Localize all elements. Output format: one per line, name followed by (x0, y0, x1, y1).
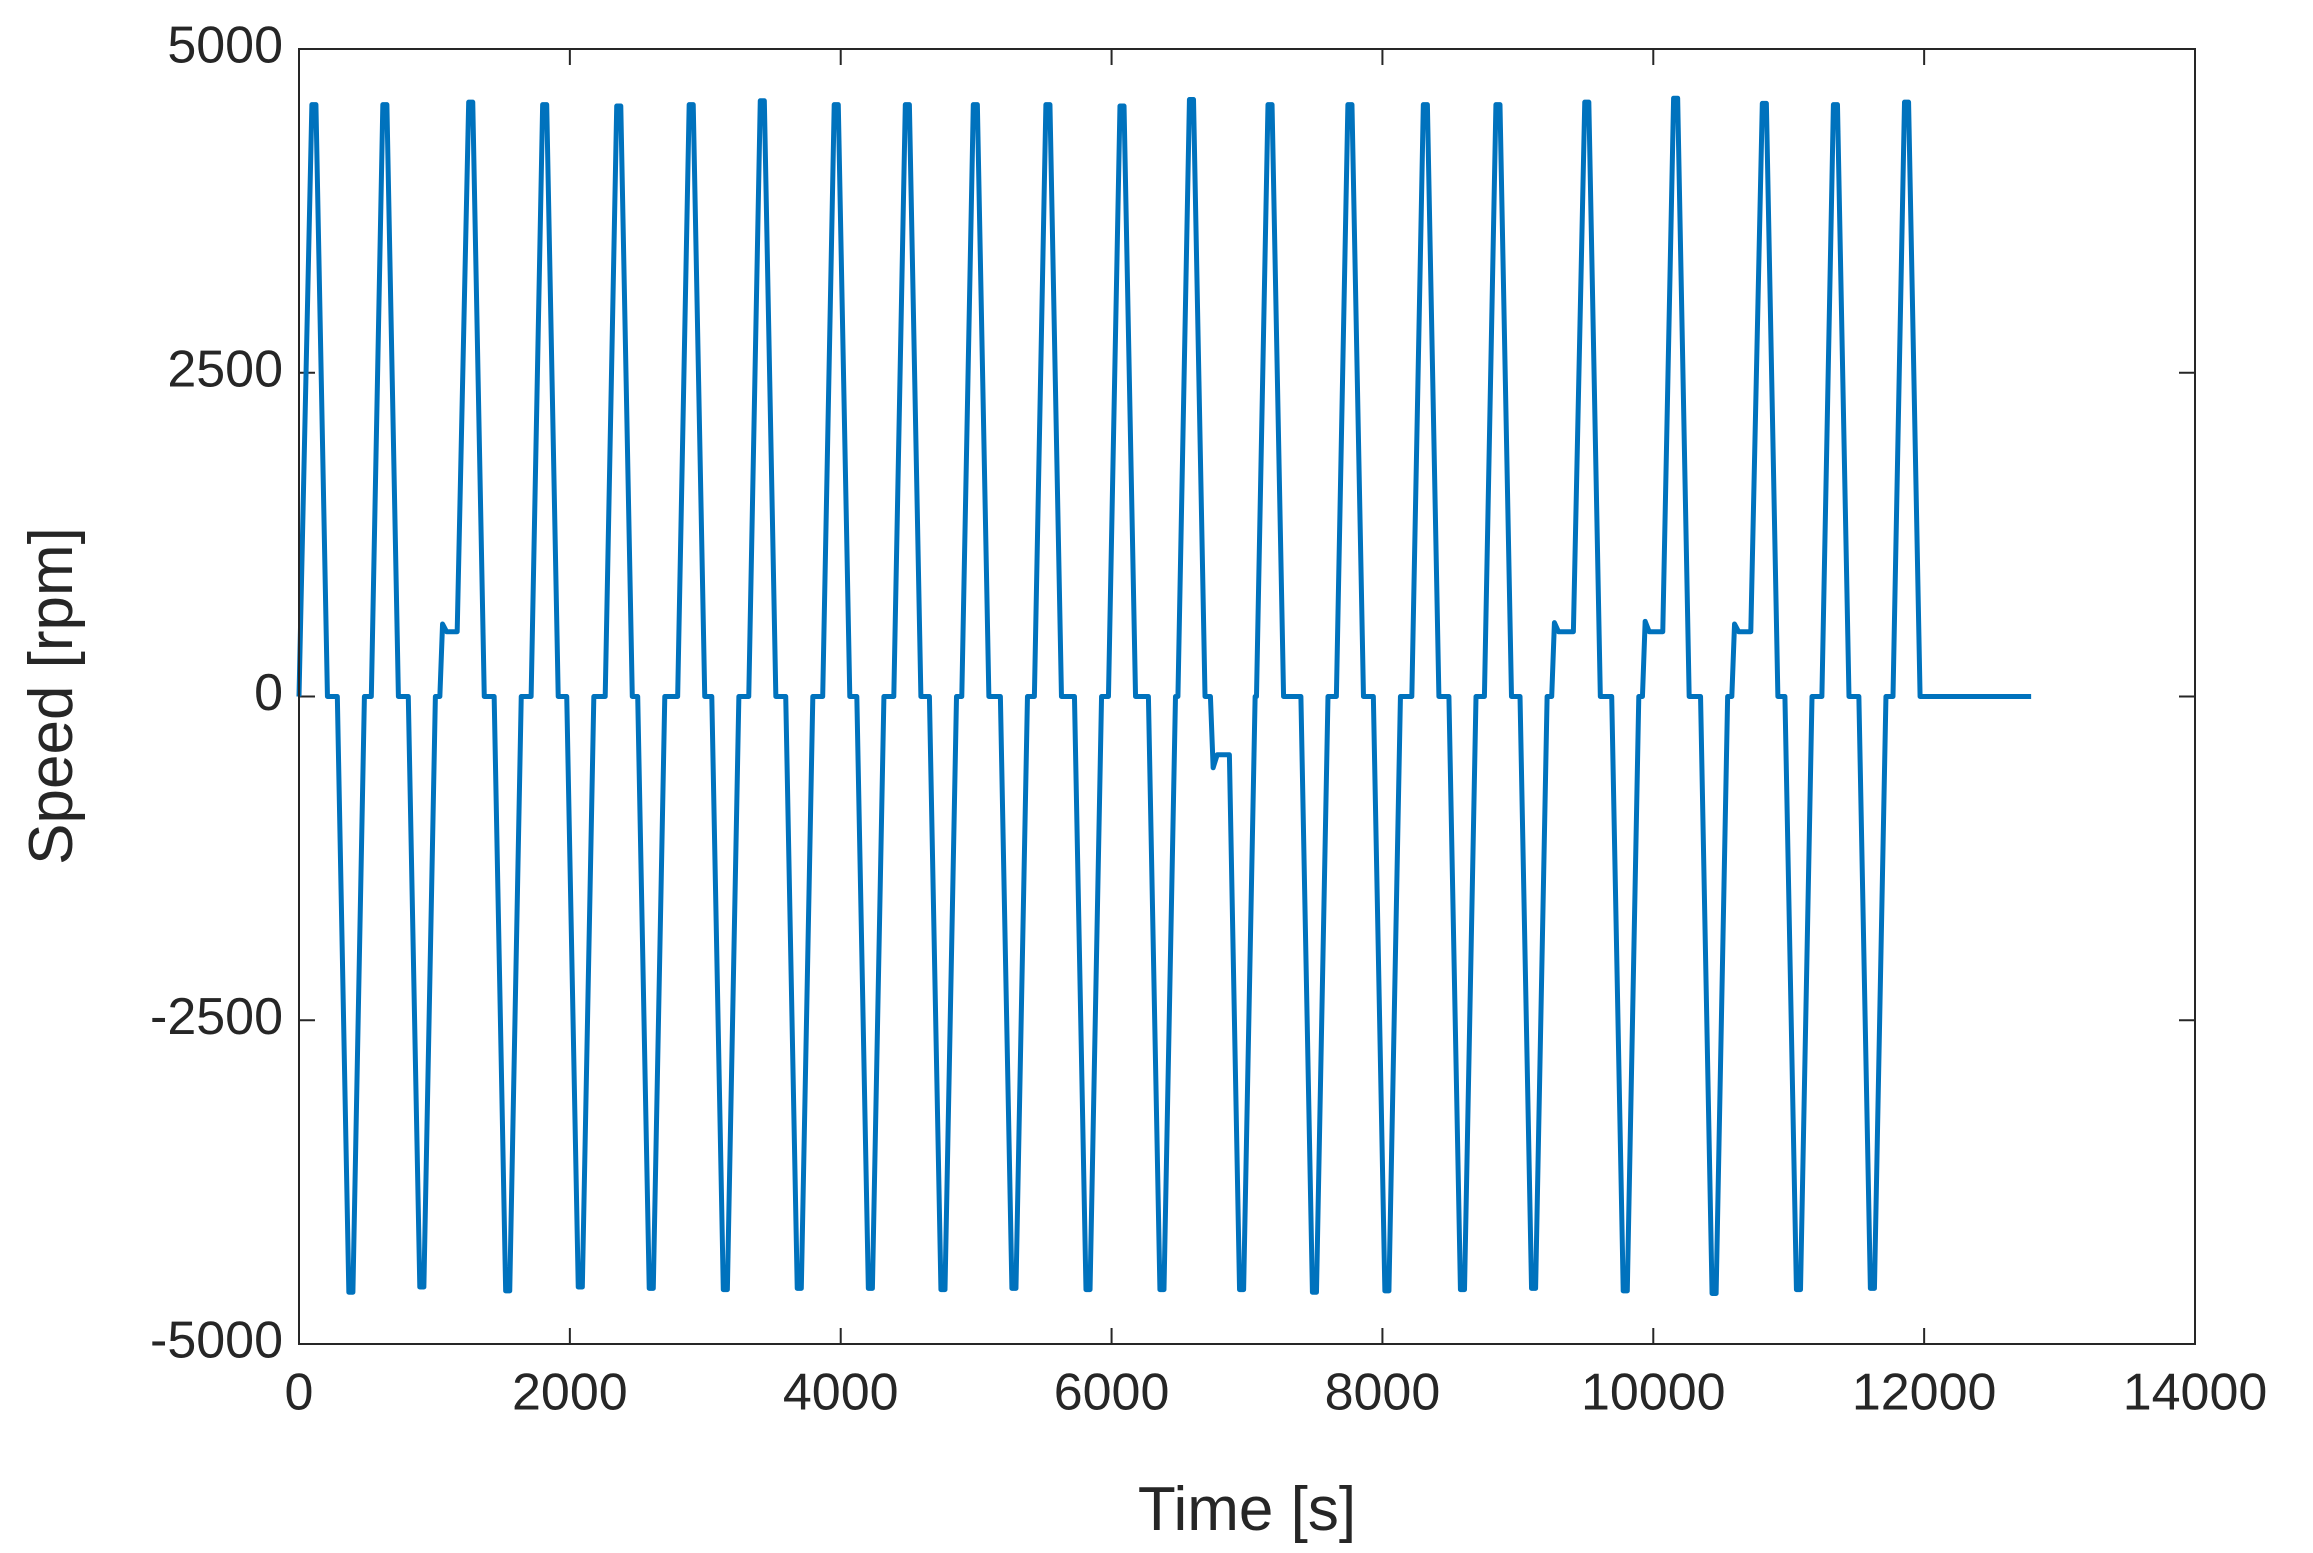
x-tick-label: 14000 (2123, 1364, 2268, 1422)
y-tick-label: -5000 (150, 1312, 283, 1370)
x-tick-label: 12000 (1852, 1364, 1997, 1422)
x-tick-label: 8000 (1325, 1364, 1441, 1422)
x-tick-label: 0 (285, 1364, 314, 1422)
speed-line (296, 95, 2032, 1296)
x-tick-label: 10000 (1581, 1364, 1726, 1422)
y-tick-label: 5000 (167, 17, 283, 75)
x-axis-label: Time [s] (1138, 1475, 1356, 1544)
x-tick-label: 4000 (783, 1364, 899, 1422)
y-axis-label: Speed [rpm] (17, 527, 86, 865)
x-tick-label: 2000 (512, 1364, 628, 1422)
y-tick-label: 0 (254, 664, 283, 722)
x-tick-label: 6000 (1054, 1364, 1170, 1422)
axes-box (298, 48, 2196, 1345)
y-tick-label: -2500 (150, 988, 283, 1046)
y-tick-label: 2500 (167, 340, 283, 398)
